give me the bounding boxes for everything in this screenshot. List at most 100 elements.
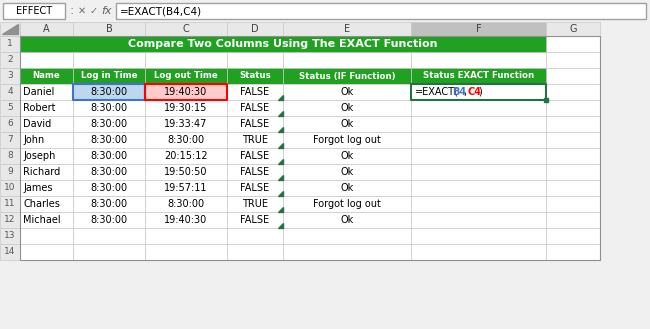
Bar <box>227 52 283 68</box>
Bar <box>20 52 73 68</box>
Text: 19:33:47: 19:33:47 <box>164 119 208 129</box>
Bar <box>20 116 73 132</box>
Text: 14: 14 <box>5 247 16 257</box>
Bar <box>411 116 546 132</box>
Bar <box>411 148 546 164</box>
Bar <box>546 212 600 228</box>
Bar <box>546 84 600 100</box>
Bar <box>227 100 283 116</box>
Polygon shape <box>278 207 283 212</box>
Bar <box>411 164 546 180</box>
Bar <box>546 196 600 212</box>
Text: Forgot log out: Forgot log out <box>313 199 381 209</box>
Polygon shape <box>278 143 283 148</box>
Bar <box>283 180 411 196</box>
Bar <box>73 212 145 228</box>
Polygon shape <box>278 191 283 196</box>
Text: 8:30:00: 8:30:00 <box>90 215 127 225</box>
Bar <box>145 116 227 132</box>
Bar <box>546 68 600 84</box>
Text: Joseph: Joseph <box>23 151 55 161</box>
Bar <box>73 164 145 180</box>
Bar <box>0 180 20 196</box>
Bar <box>145 180 227 196</box>
Text: James: James <box>23 183 53 193</box>
Text: FALSE: FALSE <box>240 183 270 193</box>
Text: EFFECT: EFFECT <box>16 6 52 16</box>
Text: ✓: ✓ <box>90 6 98 16</box>
Bar <box>145 52 227 68</box>
Text: 1: 1 <box>7 39 13 48</box>
Text: FALSE: FALSE <box>240 215 270 225</box>
Text: TRUE: TRUE <box>242 199 268 209</box>
Text: 7: 7 <box>7 136 13 144</box>
Bar <box>546 100 600 116</box>
Bar <box>411 212 546 228</box>
Bar <box>227 244 283 260</box>
Text: Charles: Charles <box>23 199 60 209</box>
Bar <box>283 212 411 228</box>
Bar <box>227 132 283 148</box>
Text: Michael: Michael <box>23 215 60 225</box>
Text: C4: C4 <box>467 87 481 97</box>
Text: fx: fx <box>102 6 112 16</box>
Text: 8: 8 <box>7 151 13 161</box>
Bar <box>73 68 145 84</box>
Text: =EXACT(B4,C4): =EXACT(B4,C4) <box>120 6 202 16</box>
Text: ): ) <box>478 87 482 97</box>
Text: 8:30:00: 8:30:00 <box>90 87 127 97</box>
Text: 8:30:00: 8:30:00 <box>90 183 127 193</box>
Text: FALSE: FALSE <box>240 103 270 113</box>
Bar <box>546 148 600 164</box>
Polygon shape <box>278 111 283 116</box>
Text: 6: 6 <box>7 119 13 129</box>
Bar <box>411 180 546 196</box>
Bar <box>283 84 411 100</box>
Bar <box>283 228 411 244</box>
Bar <box>145 244 227 260</box>
Bar <box>145 84 227 100</box>
Text: Richard: Richard <box>23 167 60 177</box>
Bar <box>20 36 546 52</box>
Bar <box>145 164 227 180</box>
Bar <box>145 148 227 164</box>
Bar <box>73 132 145 148</box>
Bar <box>227 148 283 164</box>
Bar <box>73 100 145 116</box>
Text: 8:30:00: 8:30:00 <box>90 135 127 145</box>
Bar <box>116 3 646 19</box>
Bar <box>283 244 411 260</box>
Text: Daniel: Daniel <box>23 87 55 97</box>
Text: C: C <box>183 24 189 34</box>
Bar <box>145 68 227 84</box>
Bar <box>73 116 145 132</box>
Text: =EXACT(: =EXACT( <box>415 87 459 97</box>
Bar <box>20 164 73 180</box>
Bar <box>73 180 145 196</box>
Bar <box>145 196 227 212</box>
Text: 8:30:00: 8:30:00 <box>168 199 205 209</box>
Bar <box>546 228 600 244</box>
Bar <box>227 196 283 212</box>
Bar <box>73 22 145 36</box>
Bar <box>0 52 20 68</box>
Bar <box>20 148 73 164</box>
Bar <box>20 68 73 84</box>
Bar <box>0 0 650 22</box>
Bar <box>411 100 546 116</box>
Text: 8:30:00: 8:30:00 <box>90 199 127 209</box>
Text: 10: 10 <box>5 184 16 192</box>
Bar <box>411 52 546 68</box>
Bar <box>283 196 411 212</box>
Text: 8:30:00: 8:30:00 <box>168 135 205 145</box>
Bar <box>411 84 546 100</box>
Bar <box>411 244 546 260</box>
Bar <box>227 68 283 84</box>
Bar <box>20 228 73 244</box>
Polygon shape <box>2 24 18 34</box>
Bar <box>0 116 20 132</box>
Bar <box>411 22 546 36</box>
Text: 19:40:30: 19:40:30 <box>164 87 207 97</box>
Bar <box>544 98 548 102</box>
Polygon shape <box>278 223 283 228</box>
